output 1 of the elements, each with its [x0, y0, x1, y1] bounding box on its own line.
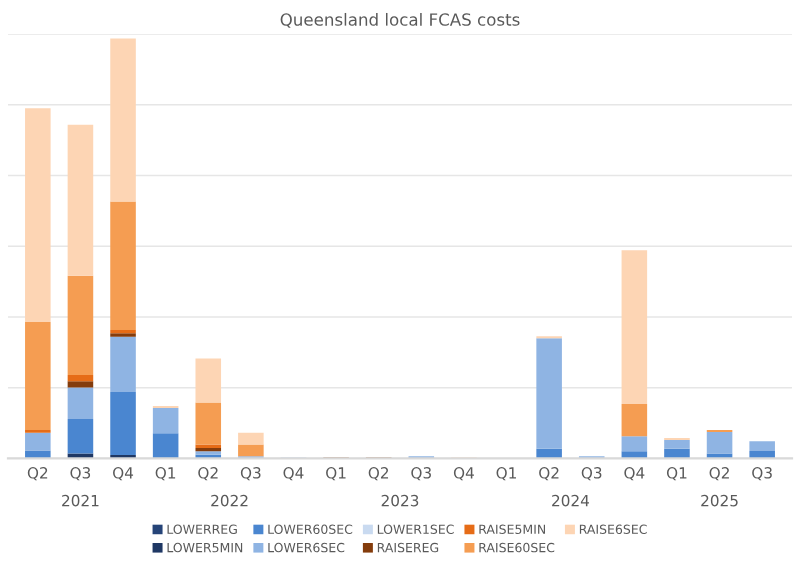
chart-title: Queensland local FCAS costs	[280, 12, 520, 28]
